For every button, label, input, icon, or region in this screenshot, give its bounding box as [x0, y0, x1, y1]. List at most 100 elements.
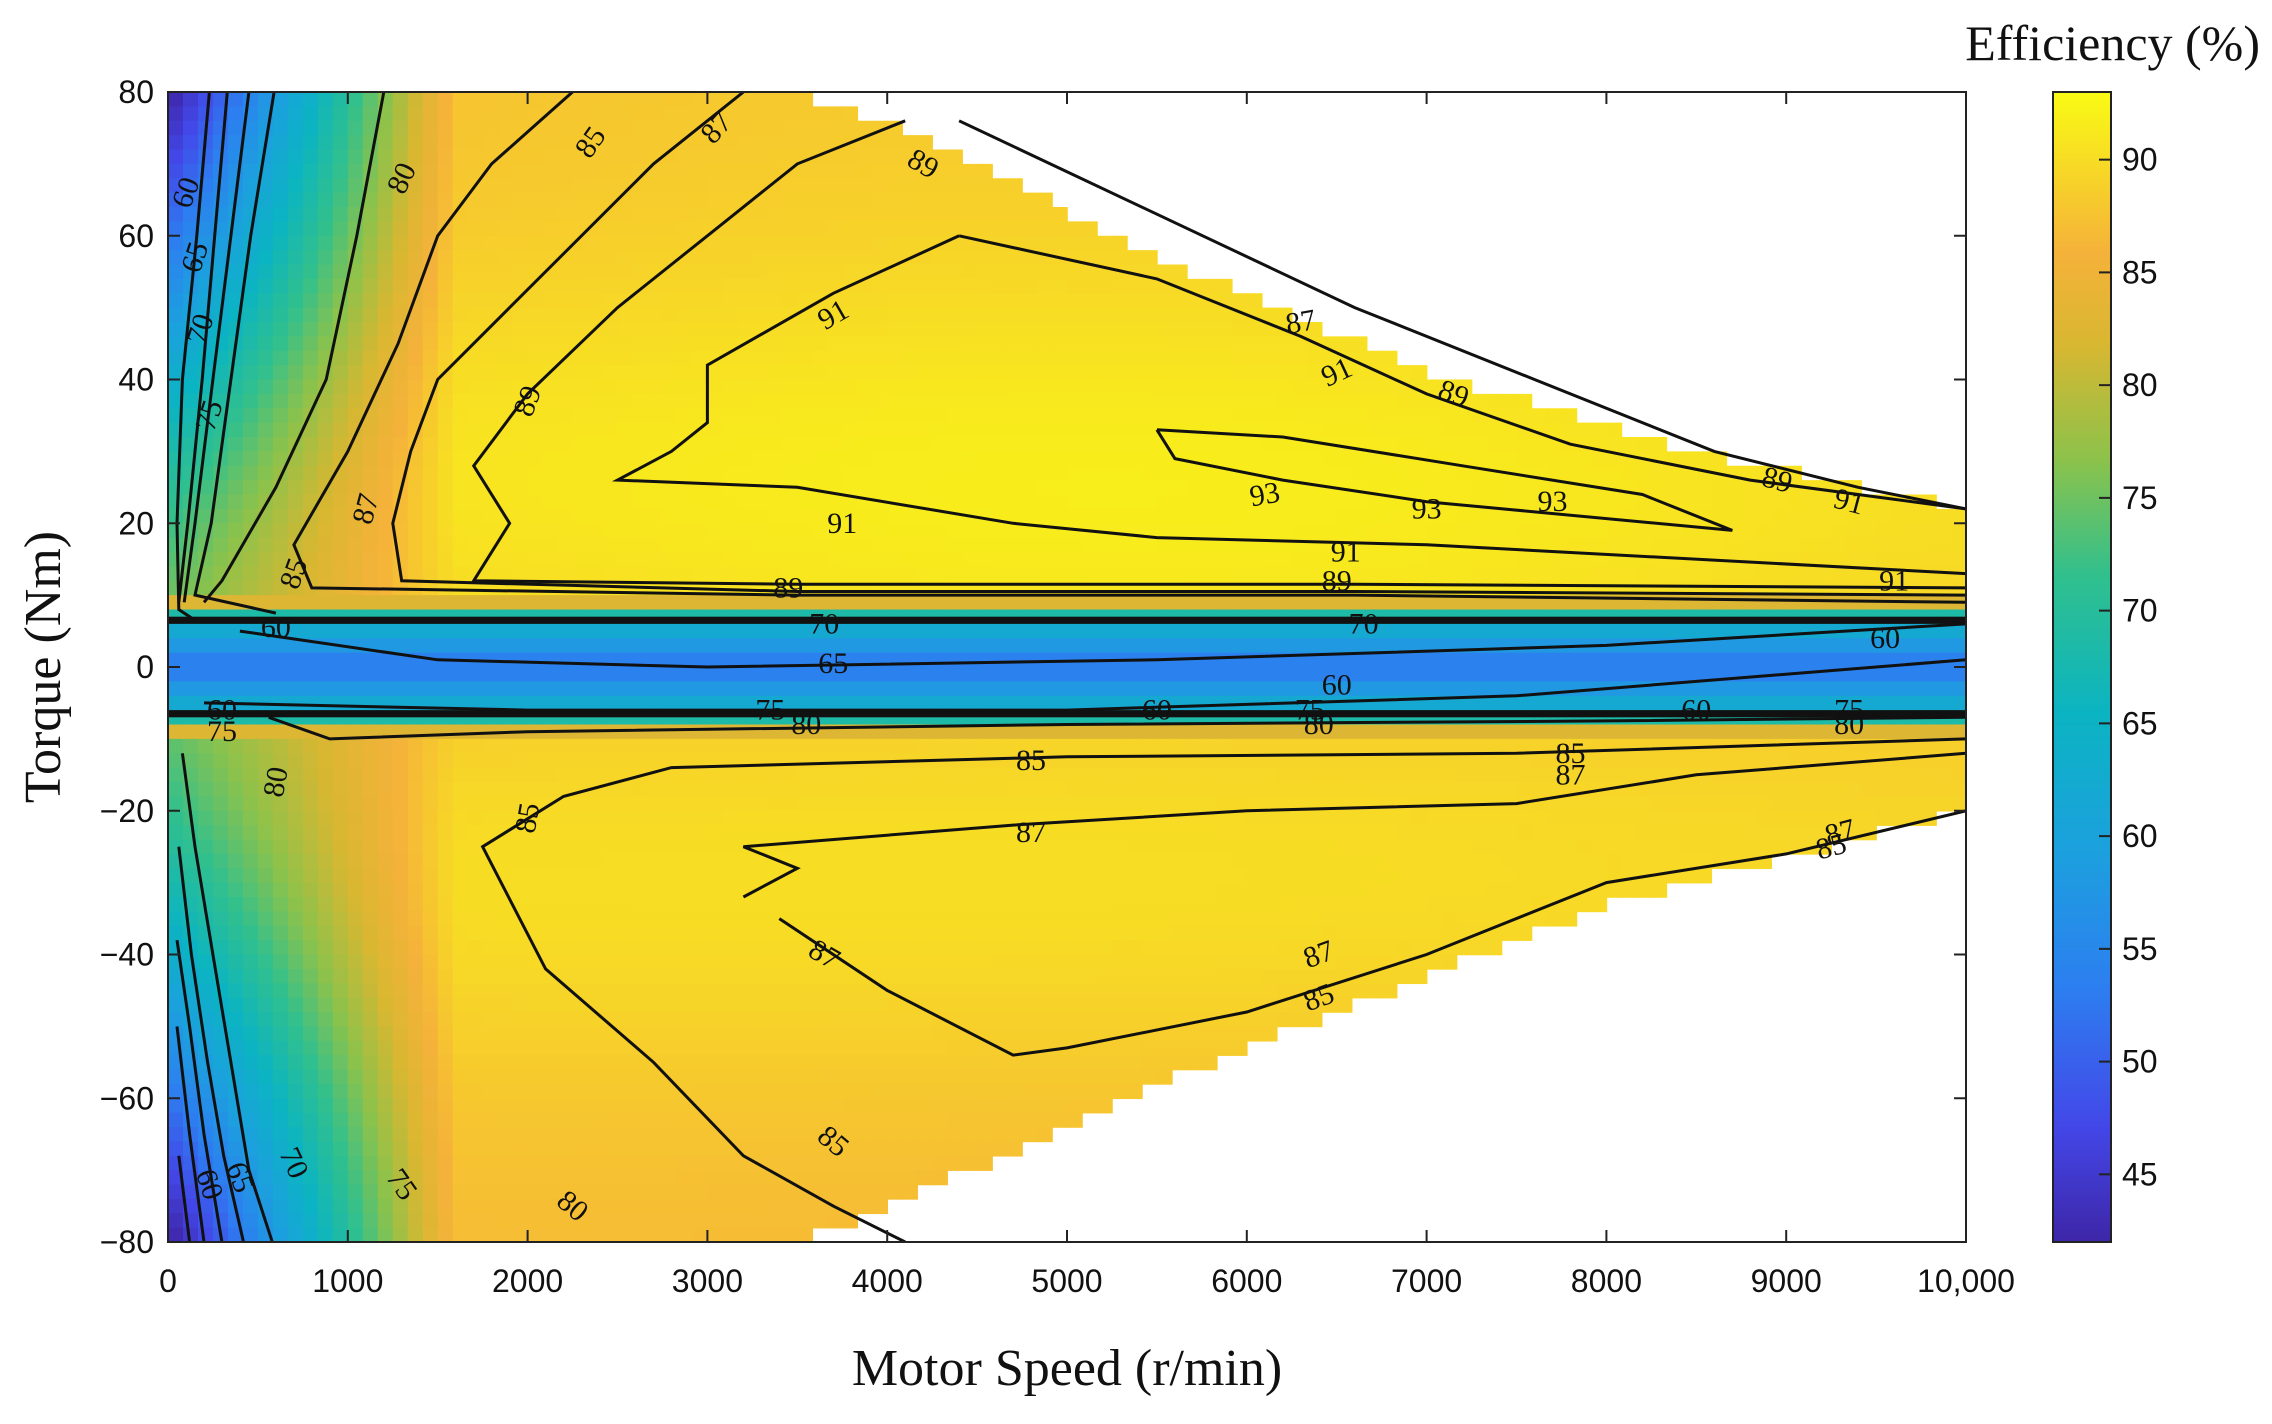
field-cell: [602, 1198, 619, 1215]
field-cell: [347, 1098, 364, 1114]
field-cell: [692, 825, 709, 841]
field-cell: [812, 1213, 829, 1229]
field-cell: [857, 149, 874, 165]
field-cell: [467, 163, 484, 180]
field-cell: [722, 1198, 739, 1215]
field-cell: [227, 623, 244, 640]
field-cell: [242, 465, 259, 481]
field-cell: [557, 422, 574, 438]
field-cell: [962, 810, 978, 826]
field-cell: [602, 853, 619, 870]
field-cell: [287, 106, 304, 122]
field-cell: [527, 278, 544, 295]
field-cell: [842, 1012, 859, 1028]
field-cell: [362, 192, 379, 208]
field-cell: [1081, 724, 1098, 740]
field-cell: [467, 1012, 484, 1028]
field-cell: [362, 1098, 379, 1114]
field-cell: [587, 1055, 604, 1071]
field-cell: [617, 1170, 634, 1186]
field-cell: [827, 149, 844, 165]
field-cell: [1007, 1112, 1023, 1128]
field-cell: [677, 1069, 694, 1085]
field-cell: [557, 868, 574, 884]
field-cell: [437, 638, 454, 654]
field-cell: [392, 954, 409, 970]
field-cell: [977, 465, 993, 481]
field-cell: [587, 350, 604, 366]
field-cell: [617, 1184, 634, 1200]
field-cell: [527, 667, 544, 683]
field-cell: [422, 1112, 439, 1128]
field-cell: [1052, 322, 1068, 338]
field-cell: [767, 1040, 784, 1056]
field-cell: [542, 1155, 559, 1171]
field-cell: [917, 192, 933, 208]
field-cell: [977, 983, 993, 999]
field-cell: [392, 595, 409, 611]
field-cell: [1126, 825, 1143, 841]
field-cell: [722, 508, 739, 525]
field-cell: [992, 882, 1008, 898]
field-cell: [347, 1055, 364, 1071]
field-cell: [707, 1040, 724, 1056]
field-cell: [992, 782, 1008, 798]
field-cell: [1022, 1069, 1038, 1085]
field-cell: [827, 307, 844, 323]
field-cell: [362, 954, 379, 970]
field-cell: [422, 322, 439, 338]
field-cell: [662, 221, 679, 237]
field-cell: [782, 738, 799, 755]
field-cell: [1037, 1083, 1053, 1100]
field-cell: [497, 451, 514, 467]
field-cell: [752, 264, 769, 280]
field-cell: [197, 307, 214, 323]
field-cell: [617, 163, 634, 180]
field-cell: [332, 954, 349, 970]
field-cell: [587, 1184, 604, 1200]
field-cell: [917, 868, 933, 884]
field-cell: [482, 235, 499, 251]
field-cell: [287, 767, 304, 783]
field-cell: [767, 379, 784, 395]
field-cell: [902, 810, 918, 826]
field-cell: [977, 163, 993, 180]
field-cell: [347, 508, 364, 525]
field-cell: [377, 336, 394, 352]
field-cell: [827, 1040, 844, 1056]
field-cell: [632, 724, 649, 740]
field-cell: [872, 350, 888, 366]
field-cell: [707, 911, 724, 927]
field-cell: [632, 408, 649, 424]
field-cell: [902, 853, 918, 870]
field-cell: [452, 1069, 469, 1085]
field-cell: [812, 221, 829, 237]
field-cell: [1007, 796, 1023, 812]
field-cell: [737, 422, 754, 438]
field-cell: [527, 178, 544, 194]
field-cell: [737, 997, 754, 1013]
field-cell: [392, 1083, 409, 1100]
field-cell: [1007, 638, 1023, 654]
field-cell: [512, 494, 529, 510]
field-cell: [347, 1141, 364, 1157]
field-cell: [797, 1198, 814, 1215]
field-cell: [782, 437, 799, 453]
field-cell: [947, 796, 963, 812]
field-cell: [872, 278, 888, 295]
field-cell: [752, 235, 769, 251]
field-cell: [902, 451, 918, 467]
field-cell: [647, 638, 664, 654]
field-cell: [1126, 997, 1143, 1013]
field-cell: [1052, 451, 1068, 467]
field-cell: [707, 638, 724, 654]
field-cell: [737, 623, 754, 640]
field-cell: [242, 437, 259, 453]
field-cell: [467, 868, 484, 884]
field-cell: [317, 983, 334, 999]
field-cell: [812, 897, 829, 913]
field-cell: [662, 480, 679, 496]
field-cell: [617, 753, 634, 769]
field-cell: [197, 753, 214, 769]
field-cell: [1007, 853, 1023, 870]
